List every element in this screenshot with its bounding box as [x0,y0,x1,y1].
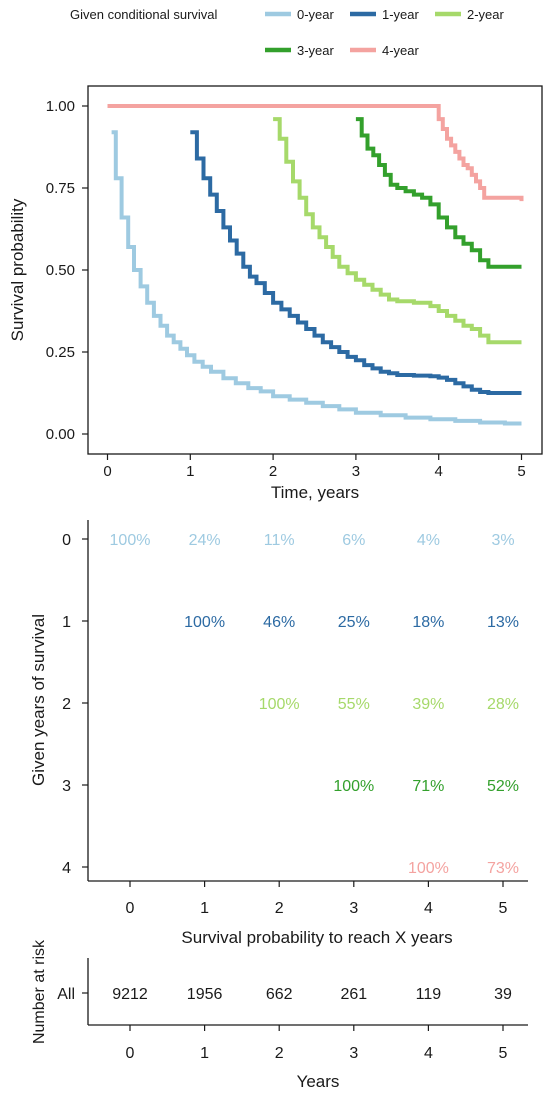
series-line-4-year [107,104,524,202]
legend-label-0-year: 0-year [297,7,335,22]
conditional-survival-value: 73% [487,860,519,877]
plot-border [87,85,543,455]
conditional-survival-value: 71% [412,778,444,795]
table-y-tick-label: 1 [62,614,71,631]
table-x-axis-label: Survival probability to reach X years [181,928,452,947]
x-tick-label: 0 [103,463,111,480]
survival-curve-plot: 0 1 2 3 4 5 0.00 0.25 0.50 0.75 1.00 Time, years Sur… [8,85,543,502]
conditional-survival-value: 100% [184,614,225,631]
table-x-tick-label: 5 [499,900,508,917]
table-x-tick-label: 4 [424,900,433,917]
risk-count-value: 9212 [112,986,148,1003]
y-tick-label: 0.25 [46,344,75,361]
conditional-survival-value: 39% [412,696,444,713]
conditional-survival-value: 100% [110,532,151,549]
series-line-0-year [111,130,522,426]
conditional-survival-value: 28% [487,696,519,713]
legend-title: Given conditional survival [70,7,218,22]
series-line-2-year [273,117,522,345]
y-tick-label: 0.00 [46,426,75,443]
conditional-survival-value: 24% [189,532,221,549]
conditional-survival-value: 55% [338,696,370,713]
x-axis-label: Time, years [271,483,359,502]
table-y-tick-label: 0 [62,532,71,549]
risk-count-value: 662 [266,986,293,1003]
legend-label-3-year: 3-year [297,43,335,58]
risk-x-tick-label: 5 [499,1045,508,1062]
risk-x-tick-label: 1 [200,1045,209,1062]
legend-label-2-year: 2-year [467,7,505,22]
risk-x-tick-label: 4 [424,1045,433,1062]
risk-count-value: 119 [416,986,442,1003]
y-tick-label: 0.50 [46,262,75,279]
x-tick-label: 4 [435,463,443,480]
table-y-tick-label: 4 [62,860,71,877]
risk-x-tick-label: 3 [349,1045,358,1062]
y-tick-label: 0.75 [46,180,75,197]
risk-row-label: All [57,986,75,1003]
conditional-survival-value: 25% [338,614,370,631]
x-tick-label: 2 [269,463,277,480]
table-x-tick-label: 1 [200,900,209,917]
conditional-survival-value: 13% [487,614,519,631]
conditional-survival-value: 6% [342,532,365,549]
table-y-tick-label: 3 [62,778,71,795]
risk-count-value: 1956 [187,986,223,1003]
conditional-survival-value: 11% [264,532,295,549]
legend-label-4-year: 4-year [382,43,420,58]
x-tick-label: 3 [352,463,360,480]
x-tick-label: 5 [517,463,525,480]
risk-x-tick-label: 2 [275,1045,284,1062]
conditional-survival-value: 100% [333,778,374,795]
legend: Given conditional survival 0-year 1-year 2… [70,7,505,58]
risk-x-axis-label: Years [297,1072,340,1091]
conditional-survival-value: 100% [408,860,449,877]
risk-count-value: 261 [340,986,367,1003]
conditional-survival-value: 100% [259,696,300,713]
conditional-survival-value: 3% [491,532,514,549]
series-line-1-year [190,130,522,395]
y-axis-label: Survival probability [8,198,27,341]
table-y-axis-label: Given years of survival [29,614,48,786]
conditional-survival-value: 46% [263,614,295,631]
table-x-tick-label: 3 [349,900,358,917]
table-x-tick-label: 2 [275,900,284,917]
conditional-survival-value: 4% [417,532,440,549]
y-tick-label: 1.00 [46,98,75,115]
conditional-survival-value: 52% [487,778,519,795]
series-line-3-year [355,117,522,269]
number-at-risk-table: All Number at risk 0 9212 1 1956 2 662 3 261 4 119 5… [31,939,528,1091]
conditional-survival-value: 18% [412,614,444,631]
risk-y-axis-label: Number at risk [31,939,48,1044]
legend-label-1-year: 1-year [382,7,420,22]
risk-x-tick-label: 0 [126,1045,135,1062]
conditional-survival-table: 0 1 2 3 4 0 1 2 3 4 5 Survival probability to reach… [29,520,528,947]
table-y-tick-label: 2 [62,696,71,713]
table-x-tick-label: 0 [126,900,135,917]
x-tick-label: 1 [186,463,194,480]
risk-count-value: 39 [494,986,512,1003]
